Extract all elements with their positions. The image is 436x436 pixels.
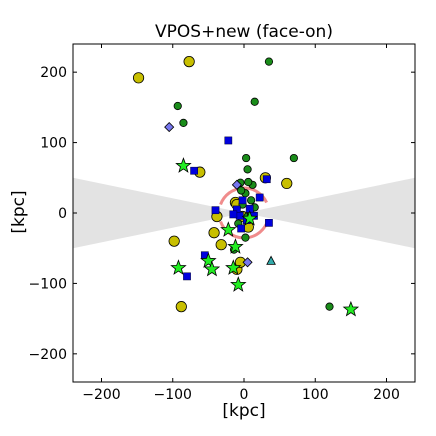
zone-of-avoidance-right bbox=[244, 177, 415, 249]
data-point bbox=[203, 260, 221, 277]
data-point bbox=[175, 301, 187, 313]
data-point bbox=[342, 300, 360, 317]
x-tick-label: −100 bbox=[154, 387, 192, 403]
data-point bbox=[237, 224, 246, 233]
data-point bbox=[225, 259, 242, 275]
y-tick-label: 0 bbox=[58, 206, 67, 222]
series-1-circle-small bbox=[173, 57, 334, 311]
plot-area: −200 −100 0 100 200 −200 −100 0 100 200 bbox=[29, 43, 416, 403]
x-tick-label: −200 bbox=[82, 387, 120, 403]
data-point bbox=[132, 72, 145, 84]
y-tick-label: −100 bbox=[29, 276, 67, 292]
data-point bbox=[325, 302, 334, 311]
data-point bbox=[229, 210, 238, 219]
y-tick-label: 200 bbox=[40, 65, 67, 81]
y-axis-label: [kpc] bbox=[9, 190, 29, 233]
data-point bbox=[255, 193, 264, 202]
x-axis-label: [kpc] bbox=[222, 401, 265, 421]
data-point bbox=[183, 56, 195, 68]
x-tick-label: 200 bbox=[373, 387, 400, 403]
plot-inner bbox=[73, 56, 415, 317]
data-point bbox=[183, 272, 191, 281]
data-point bbox=[241, 233, 250, 242]
data-point bbox=[231, 179, 242, 190]
data-point bbox=[179, 118, 188, 127]
data-point bbox=[244, 177, 253, 187]
data-point bbox=[175, 157, 192, 173]
x-tick-label: 100 bbox=[302, 387, 329, 403]
y-tick-label: −200 bbox=[29, 347, 67, 363]
data-point bbox=[264, 57, 274, 66]
chart-title: VPOS+new (face-on) bbox=[155, 22, 333, 42]
data-point bbox=[289, 153, 298, 163]
data-point bbox=[243, 165, 252, 174]
series-3-star bbox=[170, 157, 360, 317]
series-0-circle-large bbox=[132, 56, 293, 313]
data-point bbox=[190, 166, 198, 175]
data-point bbox=[247, 196, 256, 205]
data-point bbox=[235, 211, 244, 220]
series-5-triangle bbox=[266, 255, 276, 265]
data-point bbox=[230, 276, 247, 292]
data-point bbox=[262, 175, 271, 184]
data-point bbox=[170, 259, 187, 275]
data-point bbox=[200, 252, 217, 268]
data-point bbox=[224, 136, 233, 145]
data-point bbox=[238, 196, 247, 205]
data-point bbox=[250, 97, 259, 106]
data-point bbox=[173, 101, 182, 111]
zone-of-avoidance-left bbox=[73, 177, 244, 249]
data-point bbox=[241, 209, 258, 226]
data-point bbox=[237, 186, 246, 195]
data-point bbox=[281, 177, 293, 190]
data-point bbox=[220, 221, 237, 237]
data-point bbox=[164, 122, 175, 133]
data-point bbox=[168, 235, 180, 247]
data-point bbox=[215, 239, 227, 251]
y-tick-label: 100 bbox=[40, 136, 67, 152]
data-point bbox=[208, 227, 220, 239]
x-tick-label: 0 bbox=[240, 387, 249, 403]
data-point bbox=[227, 238, 244, 254]
series-4-diamond bbox=[164, 122, 253, 268]
data-point bbox=[242, 257, 253, 268]
data-point bbox=[265, 219, 273, 227]
data-point bbox=[266, 255, 276, 265]
data-point bbox=[211, 206, 220, 215]
data-point bbox=[242, 153, 251, 163]
